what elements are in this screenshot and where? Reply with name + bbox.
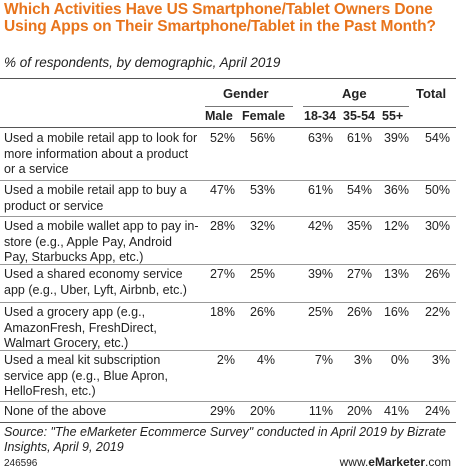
table-row: Used a shared economy service app (e.g.,… — [0, 264, 456, 302]
value-cell-male: 27% — [209, 267, 235, 281]
table-row: Used a mobile wallet app to pay in-store… — [0, 216, 456, 264]
group-header-total: Total — [416, 86, 447, 101]
value-cell-male: 29% — [209, 404, 235, 418]
row-divider — [0, 180, 456, 181]
value-cell-55-plus: 39% — [383, 131, 409, 145]
value-cell-female: 32% — [249, 219, 275, 233]
table-row: Used a meal kit subscription service app… — [0, 350, 456, 401]
column-header-male: Male — [205, 109, 233, 123]
value-cell-35-54: 61% — [346, 131, 372, 145]
row-label: Used a mobile retail app to buy a produc… — [4, 183, 187, 213]
value-cell-55-plus: 36% — [383, 183, 409, 197]
value-cell-female: 20% — [249, 404, 275, 418]
value-cell-35-54: 54% — [346, 183, 372, 197]
value-cell-female: 26% — [249, 305, 275, 319]
value-cell-18-34: 11% — [308, 404, 333, 418]
value-cell-female: 56% — [249, 131, 275, 145]
column-header-18-34: 18-34 — [304, 109, 336, 123]
row-label: Used a grocery app (e.g., AmazonFresh, F… — [4, 305, 157, 350]
value-cell-female: 53% — [249, 183, 275, 197]
value-cell-male: 28% — [209, 219, 235, 233]
row-label: None of the above — [4, 404, 107, 418]
chart-subtitle: % of respondents, by demographic, April … — [4, 55, 281, 70]
value-cell-female: 25% — [249, 267, 275, 281]
value-cell-18-34: 63% — [307, 131, 333, 145]
row-label: Used a mobile retail app to look for mor… — [4, 131, 198, 176]
row-divider — [0, 216, 456, 217]
value-cell-total: 24% — [424, 404, 450, 418]
group-line-gender — [205, 106, 293, 107]
value-cell-35-54: 3% — [353, 353, 372, 367]
value-cell-35-54: 20% — [346, 404, 372, 418]
source-note: Source: "The eMarketer Ecommerce Survey"… — [4, 425, 446, 454]
value-cell-35-54: 27% — [346, 267, 372, 281]
value-cell-18-34: 7% — [314, 353, 333, 367]
column-header-female: Female — [242, 109, 286, 123]
header-rule — [0, 127, 456, 128]
chart-id: 246596 — [4, 458, 38, 469]
table-row: Used a mobile retail app to buy a produc… — [0, 180, 456, 216]
row-label: Used a shared economy service app (e.g.,… — [4, 267, 187, 297]
value-cell-18-34: 25% — [307, 305, 333, 319]
top-rule — [0, 78, 456, 79]
value-cell-male: 52% — [209, 131, 235, 145]
group-header-age: Age — [342, 86, 367, 101]
row-divider — [0, 302, 456, 303]
value-cell-35-54: 26% — [346, 305, 372, 319]
value-cell-55-plus: 16% — [383, 305, 409, 319]
value-cell-total: 26% — [424, 267, 450, 281]
value-cell-total: 3% — [431, 353, 450, 367]
value-cell-total: 54% — [424, 131, 450, 145]
row-label: Used a meal kit subscription service app… — [4, 353, 168, 398]
value-cell-male: 18% — [209, 305, 235, 319]
row-divider — [0, 401, 456, 402]
value-cell-female: 4% — [256, 353, 275, 367]
value-cell-18-34: 61% — [307, 183, 333, 197]
value-cell-35-54: 35% — [346, 219, 372, 233]
group-header-gender: Gender — [223, 86, 269, 101]
value-cell-total: 30% — [424, 219, 450, 233]
value-cell-male: 47% — [209, 183, 235, 197]
value-cell-55-plus: 13% — [383, 267, 409, 281]
row-divider — [0, 350, 456, 351]
value-cell-55-plus: 41% — [383, 404, 409, 418]
column-header-35-54: 35-54 — [343, 109, 375, 123]
chart-title: Which Activities Have US Smartphone/Tabl… — [4, 1, 436, 35]
value-cell-male: 2% — [216, 353, 235, 367]
group-line-age — [303, 106, 409, 107]
brand-name: eMarketer — [368, 455, 425, 469]
value-cell-18-34: 39% — [307, 267, 333, 281]
table-row: Used a mobile retail app to look for mor… — [0, 128, 456, 180]
bottom-rule — [0, 422, 456, 423]
column-header-55-plus: 55+ — [382, 109, 404, 123]
value-cell-total: 50% — [424, 183, 450, 197]
brand-url: www.eMarketer.com — [339, 455, 451, 469]
row-divider — [0, 264, 456, 265]
value-cell-55-plus: 0% — [390, 353, 409, 367]
table-row: Used a grocery app (e.g., AmazonFresh, F… — [0, 302, 456, 350]
value-cell-total: 22% — [424, 305, 450, 319]
value-cell-55-plus: 12% — [383, 219, 409, 233]
table-row: None of the above 29% 20% 11% 20% 41% 24% — [0, 401, 456, 422]
value-cell-18-34: 42% — [307, 219, 333, 233]
row-label: Used a mobile wallet app to pay in-store… — [4, 219, 199, 264]
